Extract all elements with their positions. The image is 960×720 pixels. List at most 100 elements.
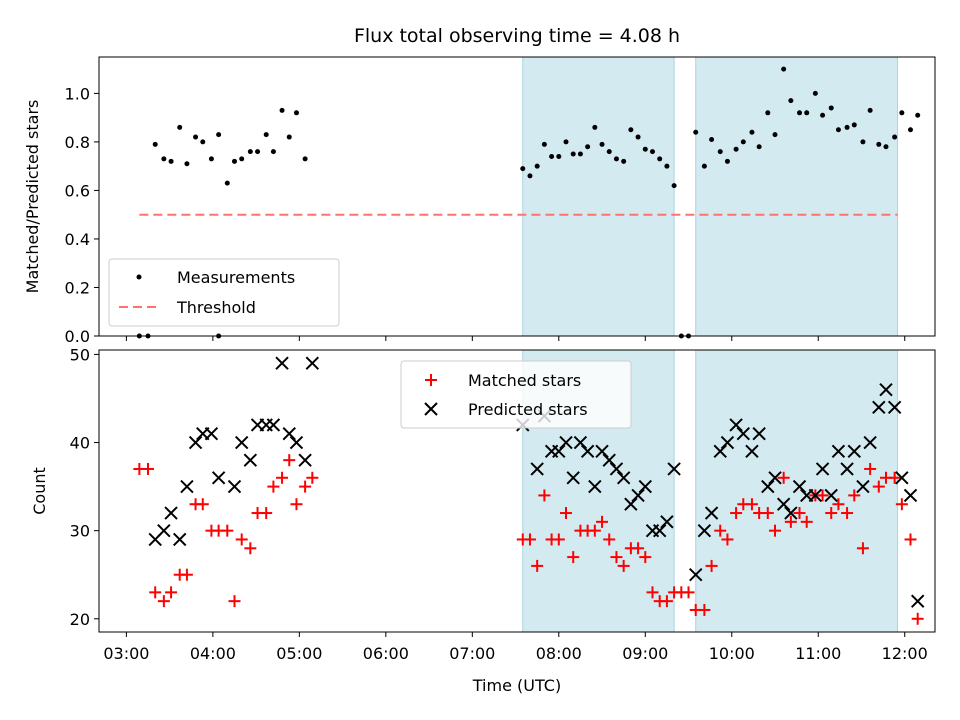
matched-star-point xyxy=(165,586,178,599)
legend-matched-marker xyxy=(425,374,437,386)
predicted-star-stroke xyxy=(895,471,909,485)
measurement-point xyxy=(649,149,655,155)
matched-star-point xyxy=(283,454,296,467)
predicted-star-stroke xyxy=(573,435,588,450)
predicted-star-point xyxy=(631,488,645,503)
measurement-point xyxy=(907,127,913,133)
bottom-y-tick-label: 20 xyxy=(70,610,90,629)
chart-title: Flux total observing time = 4.08 h xyxy=(354,25,680,47)
matched-star-point xyxy=(531,559,544,572)
predicted-star-stroke xyxy=(903,488,918,503)
matched-star-point xyxy=(793,507,806,520)
predicted-star-stroke xyxy=(815,462,830,476)
predicted-star-point xyxy=(602,453,616,467)
predicted-stars-series xyxy=(148,356,925,608)
predicted-star-point xyxy=(895,471,909,485)
predicted-star-stroke xyxy=(588,479,602,494)
matched-star-point xyxy=(142,462,155,475)
predicted-star-stroke xyxy=(289,435,304,450)
measurement-point xyxy=(635,134,641,140)
measurement-point xyxy=(231,158,237,164)
matched-star-point xyxy=(299,480,312,493)
top-x-ticks xyxy=(125,336,906,341)
top-y-tick-label: 0.8 xyxy=(65,133,90,152)
matched-star-point xyxy=(911,612,924,625)
measurement-point xyxy=(709,136,715,142)
predicted-star-stroke xyxy=(609,462,624,476)
predicted-star-stroke xyxy=(768,471,782,485)
legend-threshold-label: Threshold xyxy=(176,298,256,317)
predicted-star-point xyxy=(173,532,187,547)
predicted-star-stroke xyxy=(704,506,719,520)
shaded-span xyxy=(522,56,675,337)
predicted-star-stroke xyxy=(808,488,823,503)
predicted-star-stroke xyxy=(282,427,296,441)
measurement-point xyxy=(781,66,787,72)
measurement-point xyxy=(286,134,292,140)
matched-star-point xyxy=(841,507,854,520)
predicted-star-point xyxy=(863,435,877,450)
predicted-star-point xyxy=(792,479,807,494)
matched-star-point xyxy=(260,507,273,520)
measurement-point xyxy=(915,112,921,118)
predicted-star-stroke xyxy=(243,453,258,467)
measurement-point xyxy=(628,127,634,133)
top-y-axis: 0.0 0.2 0.4 0.6 0.8 1.0 xyxy=(65,84,99,346)
legend-measurements-marker xyxy=(136,274,142,280)
measurement-point xyxy=(772,132,778,138)
predicted-star-stroke xyxy=(752,427,766,441)
predicted-star-point xyxy=(164,506,178,520)
predicted-star-point xyxy=(573,435,588,450)
legend-predicted-marker xyxy=(424,402,438,416)
predicted-star-point xyxy=(595,444,609,459)
measurement-point xyxy=(899,110,905,116)
predicted-star-stroke xyxy=(660,515,674,529)
predicted-star-stroke xyxy=(157,523,171,538)
predicted-star-stroke xyxy=(729,418,743,432)
measurement-point xyxy=(293,110,299,116)
matched-star-point xyxy=(721,533,734,546)
measurement-point xyxy=(740,139,746,145)
measurement-point xyxy=(851,122,857,128)
predicted-star-point xyxy=(652,523,667,538)
predicted-star-stroke xyxy=(580,444,595,459)
measurement-point xyxy=(549,153,555,159)
predicted-star-stroke xyxy=(776,497,791,511)
x-tick-label: 08:00 xyxy=(536,644,582,663)
measurement-point xyxy=(717,149,723,155)
measurement-point xyxy=(177,124,183,130)
measurement-point xyxy=(876,141,882,147)
predicted-star-point xyxy=(768,471,782,485)
measurement-point xyxy=(193,134,199,140)
matched-star-point xyxy=(306,471,319,484)
predicted-star-stroke xyxy=(824,488,838,503)
matched-star-point xyxy=(180,568,193,581)
matched-star-point xyxy=(864,462,877,475)
predicted-star-stroke xyxy=(266,418,281,432)
measurement-point xyxy=(161,156,167,162)
predicted-star-stroke xyxy=(631,488,645,503)
measurement-point xyxy=(534,163,540,169)
top-y-tick-label: 0.0 xyxy=(65,327,90,346)
predicted-star-point xyxy=(831,444,846,459)
predicted-star-stroke xyxy=(879,382,893,397)
measurement-point xyxy=(883,144,889,150)
predicted-star-point xyxy=(736,427,751,441)
measurement-point xyxy=(812,90,818,96)
predicted-star-point xyxy=(824,488,838,503)
predicted-star-point xyxy=(266,418,281,432)
predicted-star-point xyxy=(227,479,242,494)
measurement-point xyxy=(200,139,206,145)
predicted-star-point xyxy=(752,427,766,441)
predicted-star-stroke xyxy=(831,444,846,459)
measurement-point xyxy=(724,158,730,164)
predicted-star-point xyxy=(275,356,289,370)
matched-star-point xyxy=(800,515,813,528)
predicted-star-point xyxy=(616,471,631,485)
matched-star-point xyxy=(832,498,845,511)
measurement-point xyxy=(592,124,598,130)
predicted-star-point xyxy=(872,400,886,414)
matched-star-point xyxy=(523,533,536,546)
